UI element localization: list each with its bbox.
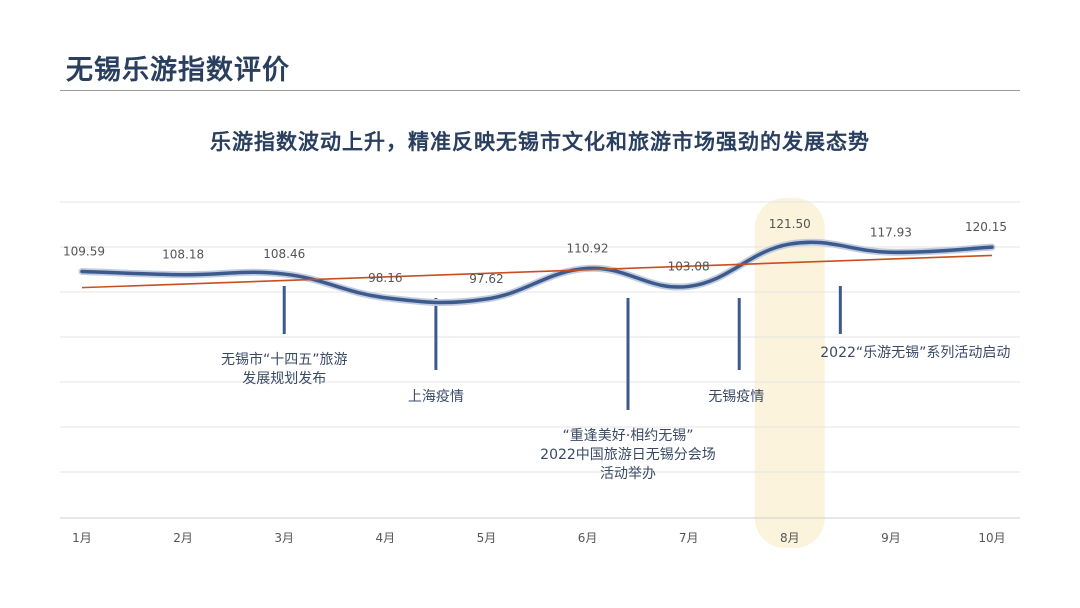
page-title: 无锡乐游指数评价 bbox=[66, 55, 290, 86]
value-label: 108.46 bbox=[263, 247, 305, 261]
x-tick-label: 5月 bbox=[477, 531, 497, 545]
annotation-tourism-line: 2022中国旅游日无锡分会场 bbox=[540, 447, 716, 463]
annotation-tourism-line: “重逢美好·相约无锡” bbox=[563, 428, 694, 444]
x-tick-label: 10月 bbox=[978, 531, 1005, 545]
annotation-wuxi-line: 无锡疫情 bbox=[708, 389, 764, 405]
trendline bbox=[81, 254, 993, 289]
highlight-band-layer bbox=[754, 198, 825, 548]
value-label-layer: 109.59 108.18 108.46 98.16 97.62 110.92 103.08… bbox=[63, 217, 1007, 286]
value-label: 110.92 bbox=[567, 241, 609, 255]
highlight-band bbox=[754, 198, 825, 548]
value-label: 108.18 bbox=[162, 248, 204, 262]
annotation-shanghai-line: 上海疫情 bbox=[408, 389, 464, 405]
chart-subtitle: 乐游指数波动上升，精准反映无锡市文化和旅游市场强劲的发展态势 bbox=[210, 130, 870, 154]
annotation-tourism-line: 活动举办 bbox=[600, 466, 656, 482]
annotation-plan-line: 无锡市“十四五”旅游 bbox=[221, 351, 348, 368]
title-divider bbox=[60, 90, 1020, 91]
value-label: 109.59 bbox=[63, 244, 105, 258]
value-label: 97.62 bbox=[469, 272, 503, 286]
annotation-leyou-line: 2022“乐游无锡”系列活动启动 bbox=[820, 345, 1010, 361]
x-tick-label: 9月 bbox=[881, 531, 901, 545]
x-tick-label: 4月 bbox=[376, 531, 396, 545]
x-tick-layer: 1月 2月 3月 4月 5月 6月 7月 8月 9月 10月 bbox=[72, 531, 1005, 545]
x-tick-label: 7月 bbox=[679, 531, 699, 545]
annotation-plan-line: 发展规划发布 bbox=[242, 371, 326, 387]
value-label: 121.50 bbox=[769, 217, 811, 231]
x-tick-label: 2月 bbox=[173, 531, 193, 545]
x-tick-label: 8月 bbox=[780, 531, 800, 545]
value-label: 120.15 bbox=[965, 220, 1007, 234]
series-line-layer bbox=[78, 238, 996, 307]
series-line bbox=[80, 240, 994, 305]
event-marker-layer bbox=[282, 286, 842, 410]
value-label: 98.16 bbox=[368, 271, 402, 285]
x-tick-label: 6月 bbox=[578, 531, 598, 545]
x-tick-label: 3月 bbox=[274, 531, 294, 545]
x-tick-label: 1月 bbox=[72, 531, 92, 545]
trendline-layer bbox=[81, 254, 993, 289]
value-label: 117.93 bbox=[870, 225, 912, 239]
value-label: 103.08 bbox=[668, 259, 710, 273]
